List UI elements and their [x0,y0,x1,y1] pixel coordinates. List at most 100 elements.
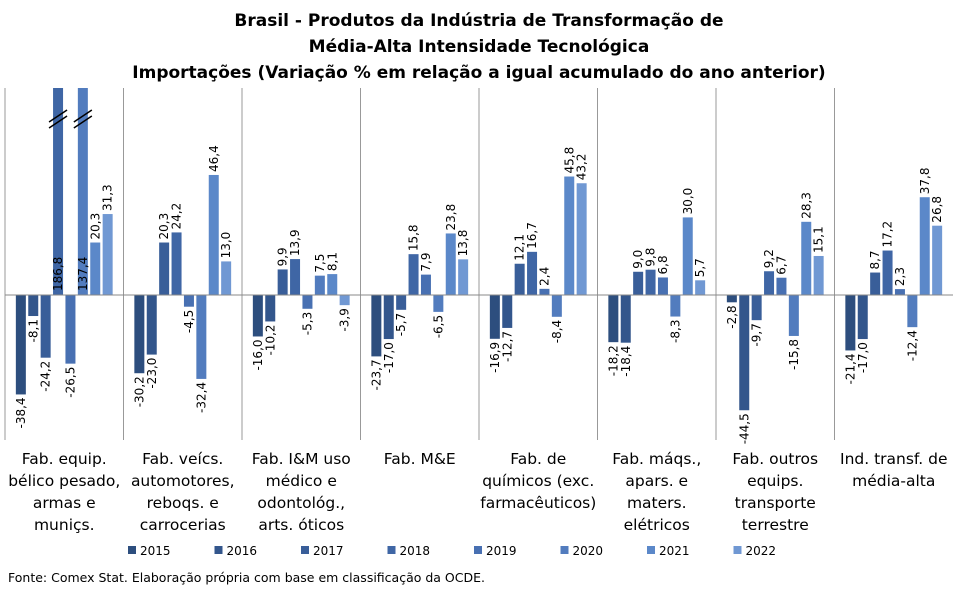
bar [371,295,382,357]
bar [882,250,893,296]
bar [845,295,856,351]
value-label: 28,3 [799,192,813,219]
value-label: 137,4 [76,257,90,291]
legend-swatch [474,546,482,554]
x-tick-label: Fab. M&E [383,450,456,468]
value-label: 9,2 [762,249,776,268]
bar [159,242,170,296]
value-label: 5,7 [693,258,707,277]
value-label: -44,5 [737,413,751,444]
x-tick-label: Fab. máqs., apars. e maters. elétricos [612,450,702,534]
legend-swatch [214,546,223,554]
value-label: -30,2 [132,376,146,407]
bar [576,183,587,296]
value-label: -16,9 [488,342,502,373]
bar [134,295,145,374]
bar [90,242,101,296]
legend-swatch [647,546,655,554]
bar [657,277,668,296]
bar [40,295,51,358]
bar [670,295,681,317]
bar [196,295,207,379]
value-label: -23,7 [369,359,383,390]
value-label: -12,4 [905,330,919,361]
value-label: -5,7 [394,313,408,336]
bar [327,274,338,296]
bar [433,295,444,312]
bar [53,88,64,296]
value-label: 24,2 [170,203,184,230]
chart-title: Brasil - Produtos da Indústria de Transf… [234,11,724,31]
bar [682,217,693,296]
bar [857,295,868,340]
legend-swatch [301,546,309,554]
bar [813,255,824,296]
bar [919,197,930,296]
bar [645,269,656,296]
bar [28,295,39,317]
axis-break [48,109,68,123]
bar [146,295,157,355]
bar [739,295,750,411]
legend-label: 2022 [746,544,777,558]
value-label: -18,2 [606,345,620,376]
value-label: 9,9 [276,247,290,266]
bar [776,277,787,296]
bar [539,288,550,296]
value-label: -3,9 [338,308,352,331]
value-label: 2,3 [893,267,907,286]
legend-swatch [560,546,569,554]
bar [489,295,500,339]
value-label: -17,0 [382,342,396,373]
bar [77,88,88,296]
bar [445,233,456,296]
value-label: -15,8 [787,339,801,370]
value-label: -8,4 [550,320,564,343]
bar [302,295,313,309]
value-label: -8,1 [26,319,40,342]
bar [527,251,538,296]
bar [102,214,113,296]
bar [420,274,431,296]
value-label: 9,8 [644,248,658,267]
value-label: 6,8 [656,255,670,274]
bar [633,271,644,296]
bar [383,295,394,340]
value-label: 23,8 [444,204,458,231]
bar [751,295,762,321]
x-tick-label: Fab. I&M uso médico e odontológ., arts. … [251,450,351,534]
value-label: 20,3 [88,213,102,240]
value-label: 30,0 [681,188,695,215]
value-label: 17,2 [881,221,895,248]
axis-break [73,115,93,129]
x-tick-label: Fab. veícs. automotores, reboqs. e carro… [130,450,235,534]
value-label: 20,3 [157,213,171,240]
value-label: -21,4 [843,353,857,384]
value-label: 8,1 [325,252,339,271]
bar [171,232,182,296]
legend-swatch [128,546,136,554]
value-label: 12,1 [513,234,527,261]
value-label: 186,8 [51,257,65,291]
bar [726,295,737,303]
bar [894,289,905,296]
legend-label: 2021 [659,544,690,558]
bar [458,259,469,296]
chart-subtitle: Importações (Variação % em relação a igu… [132,63,826,83]
bar [932,225,943,296]
value-label: -17,0 [856,342,870,373]
bar [608,295,619,343]
x-tick-label: Ind. transf. de média-alta [840,450,948,490]
bar [208,174,219,296]
bar [551,295,562,317]
value-label: 45,8 [562,147,576,174]
bar [502,295,513,328]
value-label: -16,0 [251,339,265,370]
legend-label: 2016 [227,544,258,558]
value-label: 9,0 [631,250,645,269]
value-label: 6,7 [774,256,788,275]
value-label: -26,5 [63,367,77,398]
legend-label: 2019 [486,544,517,558]
